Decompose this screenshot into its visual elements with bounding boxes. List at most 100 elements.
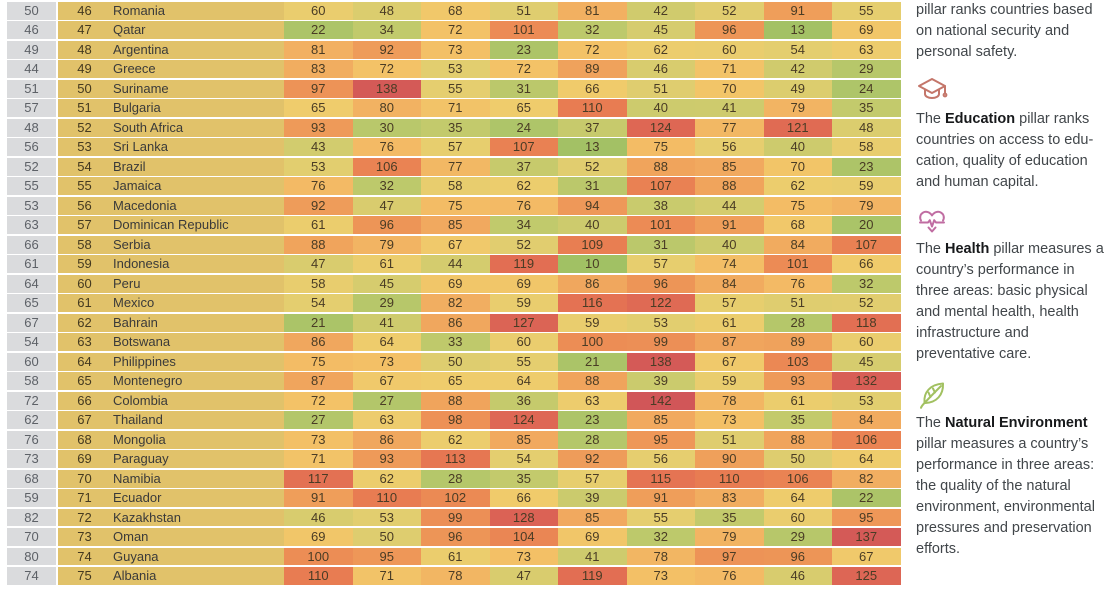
education-pillar-text: The Education pillar ranks countries on … bbox=[916, 111, 1094, 190]
prev-rank-cell: 61 bbox=[7, 255, 56, 274]
score-cell: 29 bbox=[763, 528, 832, 546]
score-cell: 13 bbox=[558, 138, 627, 157]
score-cell: 50 bbox=[763, 450, 832, 469]
score-cell: 29 bbox=[832, 60, 901, 79]
score-cell: 52 bbox=[558, 157, 627, 176]
natural-environment-pillar-term: Natural Environment bbox=[945, 415, 1088, 431]
score-cell: 32 bbox=[626, 528, 695, 546]
score-cell: 31 bbox=[558, 177, 627, 196]
score-cell: 41 bbox=[352, 313, 421, 332]
score-cell: 57 bbox=[626, 255, 695, 274]
score-cell: 87 bbox=[695, 333, 764, 352]
score-cell: 85 bbox=[489, 430, 558, 449]
score-cell: 57 bbox=[421, 138, 490, 157]
score-cell: 30 bbox=[352, 118, 421, 137]
score-cell: 76 bbox=[695, 567, 764, 585]
score-cell: 95 bbox=[626, 430, 695, 449]
rank-cell: 56 bbox=[58, 196, 111, 215]
table-row: 64 60 Peru 58 45 69 69 86 96 84 76 32 bbox=[0, 274, 901, 293]
score-cell: 102 bbox=[421, 489, 490, 507]
table-row: 48 52 South Africa 93 30 35 24 37 124 77 121 48 bbox=[0, 118, 901, 137]
score-cell: 64 bbox=[489, 372, 558, 391]
score-cell: 115 bbox=[626, 469, 695, 488]
score-cell: 69 bbox=[558, 528, 627, 546]
score-cell: 73 bbox=[284, 430, 353, 449]
score-cell: 61 bbox=[763, 391, 832, 410]
prev-rank-cell: 44 bbox=[7, 60, 56, 79]
score-cell: 65 bbox=[489, 99, 558, 118]
score-cell: 23 bbox=[489, 40, 558, 59]
score-cell: 86 bbox=[558, 274, 627, 293]
table-row: 46 47 Qatar 22 34 72 101 32 45 96 13 69 bbox=[0, 21, 901, 40]
pillar-descriptions: pillar ranks countries based on national… bbox=[916, 0, 1107, 560]
country-name: Argentina bbox=[111, 40, 284, 59]
score-cell: 51 bbox=[763, 294, 832, 313]
score-cell: 67 bbox=[695, 352, 764, 371]
rank-cell: 70 bbox=[58, 469, 111, 488]
score-cell: 53 bbox=[421, 60, 490, 79]
prev-rank-cell: 68 bbox=[7, 469, 56, 488]
score-cell: 73 bbox=[421, 40, 490, 59]
score-cell: 13 bbox=[763, 21, 832, 40]
score-cell: 55 bbox=[489, 352, 558, 371]
score-cell: 93 bbox=[763, 372, 832, 391]
score-cell: 93 bbox=[284, 118, 353, 137]
score-cell: 49 bbox=[763, 79, 832, 98]
score-cell: 59 bbox=[832, 177, 901, 196]
rank-cell: 51 bbox=[58, 99, 111, 118]
score-cell: 72 bbox=[421, 21, 490, 40]
country-name: Mexico bbox=[111, 294, 284, 313]
score-cell: 62 bbox=[489, 177, 558, 196]
score-cell: 96 bbox=[352, 216, 421, 235]
score-cell: 54 bbox=[489, 450, 558, 469]
score-cell: 52 bbox=[695, 2, 764, 20]
score-cell: 65 bbox=[421, 372, 490, 391]
country-name: Oman bbox=[111, 528, 284, 546]
score-cell: 57 bbox=[558, 469, 627, 488]
score-cell: 54 bbox=[763, 40, 832, 59]
score-cell: 21 bbox=[284, 313, 353, 332]
score-cell: 101 bbox=[626, 216, 695, 235]
score-cell: 73 bbox=[489, 547, 558, 566]
prev-rank-cell: 58 bbox=[7, 372, 56, 391]
score-cell: 88 bbox=[284, 235, 353, 254]
prev-rank-cell: 59 bbox=[7, 489, 56, 507]
score-cell: 62 bbox=[626, 40, 695, 59]
score-cell: 88 bbox=[626, 157, 695, 176]
country-name: Mongolia bbox=[111, 430, 284, 449]
rank-cell: 67 bbox=[58, 411, 111, 430]
rank-cell: 57 bbox=[58, 216, 111, 235]
country-name: Thailand bbox=[111, 411, 284, 430]
score-cell: 53 bbox=[352, 508, 421, 527]
score-cell: 91 bbox=[763, 2, 832, 20]
score-cell: 64 bbox=[832, 450, 901, 469]
rank-cell: 62 bbox=[58, 313, 111, 332]
score-cell: 31 bbox=[626, 235, 695, 254]
score-cell: 76 bbox=[352, 138, 421, 157]
score-cell: 110 bbox=[284, 567, 353, 585]
score-cell: 32 bbox=[832, 274, 901, 293]
score-cell: 94 bbox=[558, 196, 627, 215]
score-cell: 124 bbox=[489, 411, 558, 430]
score-cell: 92 bbox=[284, 196, 353, 215]
prev-rank-cell: 62 bbox=[7, 411, 56, 430]
score-cell: 77 bbox=[421, 157, 490, 176]
score-cell: 35 bbox=[695, 508, 764, 527]
rank-cell: 68 bbox=[58, 430, 111, 449]
score-cell: 78 bbox=[695, 391, 764, 410]
table-row: 82 72 Kazakhstan 46 53 99 128 85 55 35 60 95 bbox=[0, 508, 901, 527]
score-cell: 69 bbox=[832, 21, 901, 40]
score-cell: 91 bbox=[695, 216, 764, 235]
score-cell: 88 bbox=[763, 430, 832, 449]
score-cell: 71 bbox=[284, 450, 353, 469]
prev-rank-cell: 73 bbox=[7, 450, 56, 469]
score-cell: 52 bbox=[489, 235, 558, 254]
score-cell: 70 bbox=[763, 157, 832, 176]
score-cell: 35 bbox=[489, 469, 558, 488]
rank-cell: 69 bbox=[58, 450, 111, 469]
score-cell: 60 bbox=[284, 2, 353, 20]
score-cell: 58 bbox=[284, 274, 353, 293]
score-cell: 107 bbox=[626, 177, 695, 196]
score-cell: 110 bbox=[558, 99, 627, 118]
score-cell: 66 bbox=[489, 489, 558, 507]
